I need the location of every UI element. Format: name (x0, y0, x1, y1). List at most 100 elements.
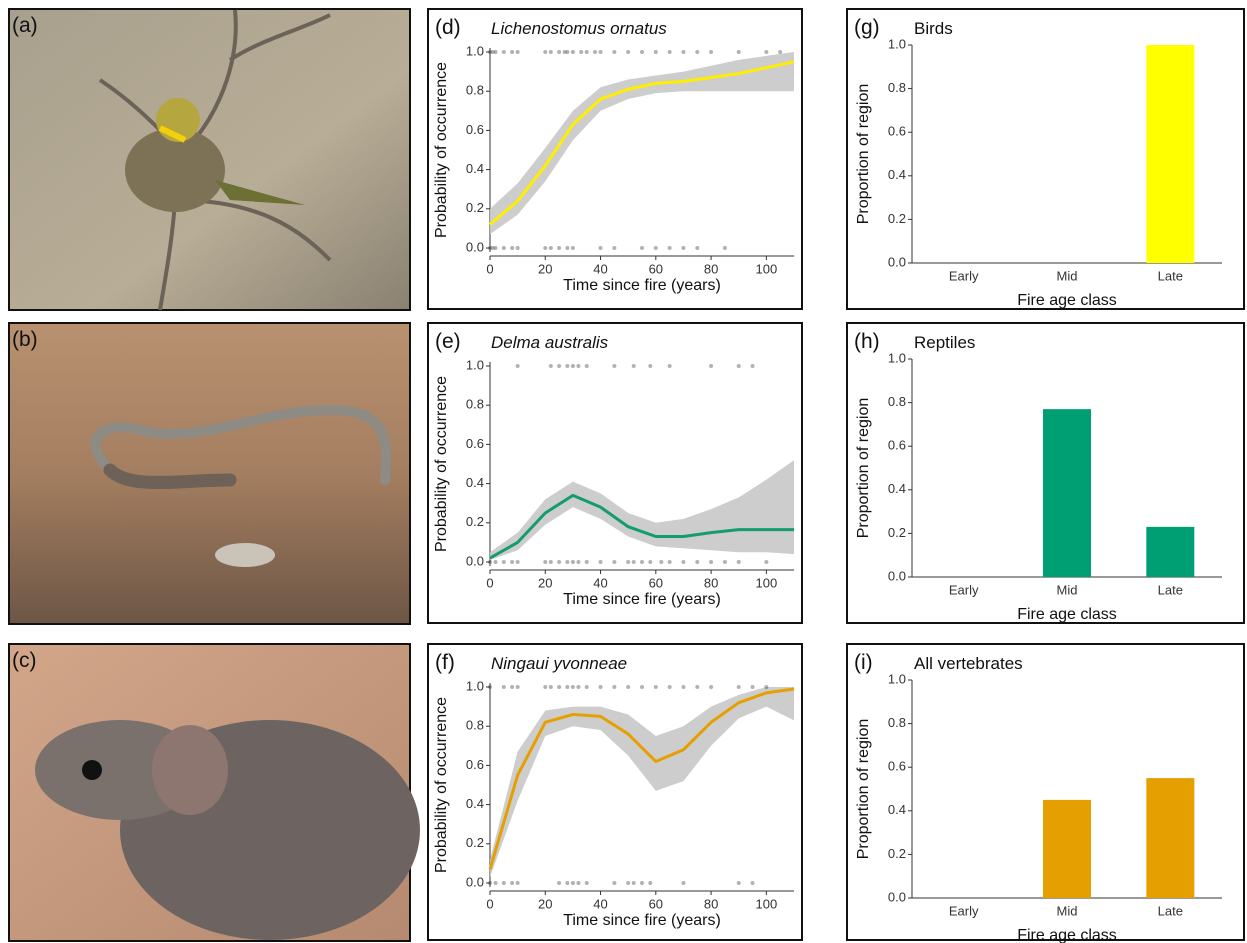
observation-point (681, 685, 686, 689)
observation-point (653, 685, 658, 689)
observation-point (598, 685, 603, 689)
observation-point (557, 560, 562, 564)
observation-point (565, 50, 570, 54)
y-tick-label: 0.6 (466, 757, 484, 772)
y-tick-label: 0.0 (888, 568, 906, 583)
observation-point (612, 364, 617, 368)
x-axis-label: Time since fire (years) (563, 277, 721, 294)
observation-point (653, 50, 658, 54)
observation-point (543, 560, 548, 564)
observation-point (626, 881, 631, 885)
observation-point (681, 881, 686, 885)
bar (1043, 799, 1091, 898)
observation-point (709, 364, 714, 368)
x-tick-label: Early (949, 582, 979, 597)
observation-point (557, 50, 562, 54)
y-tick-label: 0.8 (466, 397, 484, 412)
y-tick-label: 0.8 (888, 394, 906, 409)
observation-point (667, 50, 672, 54)
observation-point (548, 50, 553, 54)
panel-label: (a) (12, 14, 38, 37)
observation-point (515, 246, 520, 250)
observation-point (493, 560, 498, 564)
observation-point (579, 50, 584, 54)
y-tick-label: 0.8 (466, 83, 484, 98)
x-tick-label: 20 (538, 896, 552, 911)
observation-point (640, 685, 644, 689)
chart-panel: (i) All vertebrates Fire age class Proporti… (846, 643, 1245, 943)
observation-point (501, 560, 506, 564)
observation-point (764, 685, 769, 689)
observation-point (488, 246, 492, 250)
observation-point (736, 364, 741, 368)
observation-point (695, 246, 700, 250)
observation-point (584, 364, 589, 368)
chart-panel: (g) Birds Fire age class Proportion of regi… (846, 8, 1245, 310)
observation-point (493, 50, 498, 54)
observation-point (612, 246, 617, 250)
y-tick-label: 0.2 (466, 200, 484, 215)
observation-point (548, 364, 553, 368)
y-tick-label: 0.2 (466, 514, 484, 529)
chart-title: Lichenostomus ornatus (491, 19, 667, 38)
y-tick-label: 0.4 (466, 796, 484, 811)
y-tick-label: 1.0 (888, 350, 906, 365)
observation-point (593, 50, 598, 54)
observation-point (565, 685, 570, 689)
observation-point (709, 50, 714, 54)
observation-point (510, 685, 515, 689)
x-tick-label: 40 (593, 575, 607, 590)
observation-point (565, 246, 570, 250)
observation-point (562, 50, 567, 54)
y-tick-label: 0.6 (466, 436, 484, 451)
observation-point (612, 50, 617, 54)
x-tick-label: 0 (486, 261, 493, 276)
observation-point (626, 560, 631, 564)
observation-point (543, 50, 548, 54)
observation-point (548, 685, 553, 689)
panel-label: (c) (12, 649, 37, 672)
chart-panel: (h) Reptiles Fire age class Proportion of r… (846, 322, 1245, 624)
x-axis-label: Fire age class (1017, 606, 1117, 623)
observation-point (750, 685, 755, 689)
y-tick-label: 0.6 (888, 124, 906, 139)
fitted-line (489, 493, 794, 560)
observation-point (576, 685, 581, 689)
observation-point (501, 881, 506, 885)
observation-point (570, 50, 575, 54)
x-tick-label: 60 (649, 575, 663, 590)
bar (1146, 45, 1195, 263)
observation-point (515, 685, 520, 689)
observation-point (667, 246, 672, 250)
x-axis-label: Fire age class (1017, 927, 1117, 943)
y-tick-label: 1.0 (888, 671, 906, 686)
observation-point (640, 50, 644, 54)
observation-point (557, 685, 562, 689)
y-tick-label: 0.0 (888, 254, 906, 269)
observation-point (570, 246, 575, 250)
observation-point (493, 246, 498, 250)
observation-point (515, 560, 520, 564)
photo-a: (a) (8, 8, 411, 311)
x-tick-label: 20 (538, 261, 552, 276)
observation-point (565, 364, 570, 368)
y-axis-label: Probability of occurrence (433, 697, 450, 873)
observation-point (667, 364, 672, 368)
x-tick-label: 80 (704, 896, 718, 911)
chart-title: Birds (914, 19, 953, 38)
x-tick-label: 40 (593, 896, 607, 911)
x-axis-label: Time since fire (years) (563, 912, 721, 929)
confidence-band (490, 687, 794, 878)
observation-point (490, 50, 495, 54)
observation-point (557, 881, 562, 885)
observation-point (488, 685, 492, 689)
panel-border (427, 322, 803, 624)
y-axis-label: Probability of occurrence (433, 376, 450, 552)
panel-label: (b) (12, 328, 38, 351)
panel-label: (g) (854, 16, 880, 39)
y-tick-label: 0.0 (888, 889, 906, 904)
confidence-band (490, 460, 794, 561)
observation-point (510, 50, 515, 54)
chart-title: Delma australis (491, 333, 609, 352)
y-tick-label: 0.8 (888, 80, 906, 95)
